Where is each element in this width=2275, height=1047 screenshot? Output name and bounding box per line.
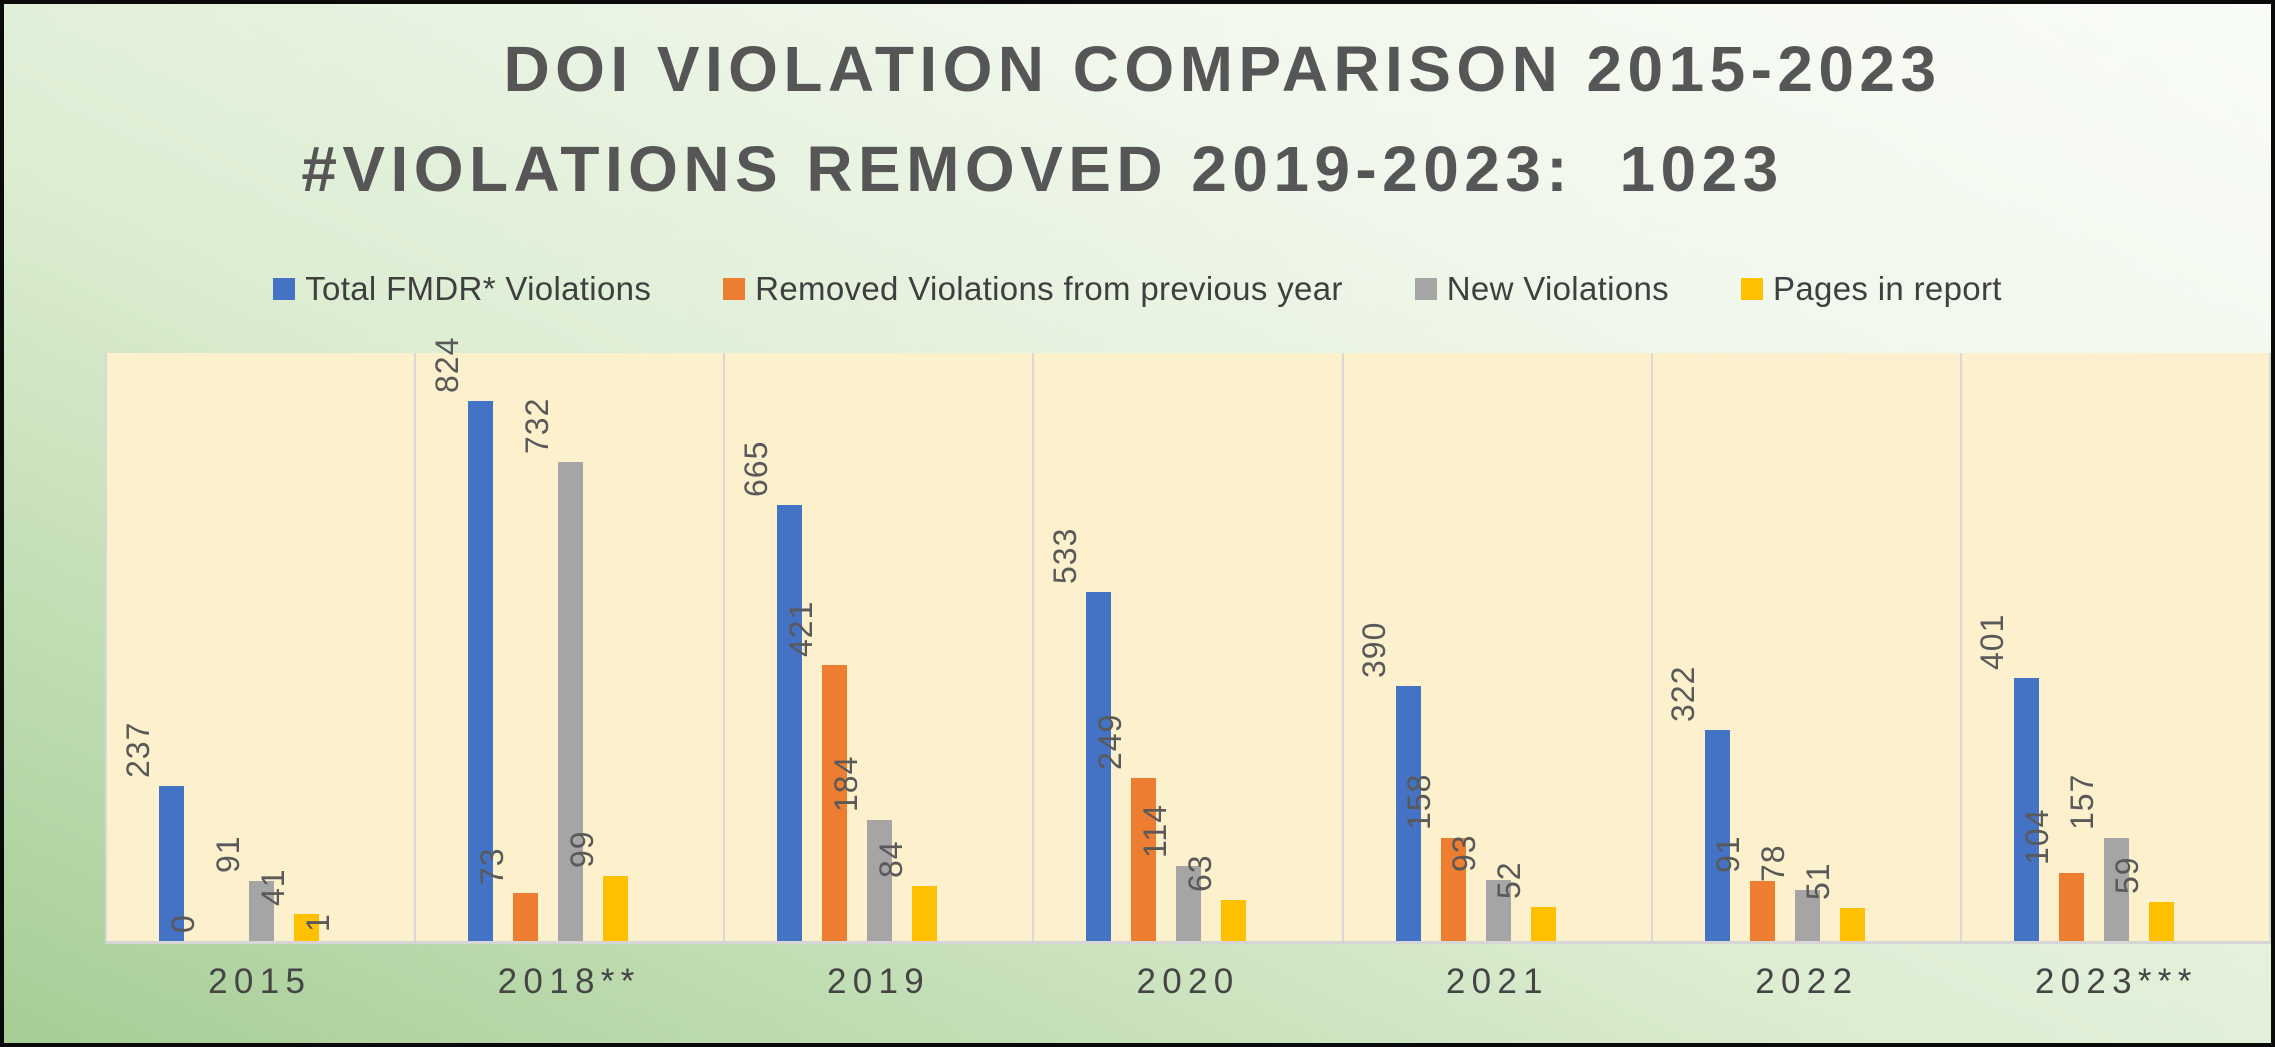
bar	[1485, 880, 1511, 941]
data-label: 249	[1091, 713, 1128, 770]
bar	[1794, 889, 1820, 941]
x-axis-cell: 2023***	[1962, 944, 2271, 1047]
data-label: 0	[164, 914, 201, 933]
x-axis-cell: 2022	[1652, 944, 1961, 1047]
category-group: 401 104 157 59	[1959, 353, 2269, 941]
bar	[159, 785, 184, 941]
x-axis: 2015 2018** 2019 2020 2021 2022 2023***	[105, 944, 2271, 1047]
bar	[777, 505, 803, 941]
legend-label: Total FMDR* Violations	[305, 270, 652, 307]
data-label: 732	[518, 397, 555, 454]
data-label: 322	[1665, 665, 1702, 723]
data-label: 41	[254, 868, 291, 907]
legend-item: Total FMDR* Violations	[273, 270, 651, 308]
x-axis-cell: 2018**	[414, 944, 723, 1047]
bar	[1749, 881, 1775, 941]
category-group: 665 421 184 84	[723, 353, 1032, 941]
data-label: 59	[2109, 856, 2146, 895]
legend-item: Pages in report	[1741, 270, 2002, 308]
data-label: 91	[209, 835, 246, 874]
legend-label: New Violations	[1446, 270, 1670, 307]
bar	[2103, 838, 2129, 941]
bar	[1839, 907, 1865, 941]
bar	[249, 881, 274, 941]
legend-swatch-icon	[723, 278, 746, 300]
bar	[822, 665, 848, 941]
data-label: 158	[1401, 773, 1438, 830]
data-label: 104	[2019, 808, 2056, 865]
x-axis-cell: 2021	[1343, 944, 1652, 1047]
bar	[2058, 872, 2084, 941]
data-label: 421	[782, 600, 819, 658]
data-label: 390	[1356, 621, 1393, 678]
category-group: 390 158 93 52	[1341, 353, 1651, 941]
x-axis-label: 2020	[1136, 962, 1240, 1001]
data-label: 99	[563, 830, 600, 869]
legend: Total FMDR* Violations Removed Violations…	[4, 270, 2271, 308]
chart-title-line1: DOI VIOLATION COMPARISON 2015-2023	[503, 33, 1942, 105]
legend-item: Removed Violations from previous year	[723, 270, 1343, 308]
bar	[1176, 866, 1202, 941]
legend-item: New Violations	[1414, 270, 1670, 308]
legend-swatch-icon	[1414, 278, 1437, 300]
x-axis-label: 2015	[208, 962, 312, 1001]
bar	[1221, 899, 1247, 941]
data-label: 78	[1755, 844, 1792, 882]
bar	[1530, 906, 1556, 941]
bar	[558, 461, 584, 941]
data-label: 73	[473, 847, 510, 886]
x-axis-label: 2018**	[497, 962, 641, 1001]
data-label: 824	[428, 336, 465, 394]
bar	[1704, 730, 1730, 941]
x-axis-label: 2022	[1755, 962, 1859, 1001]
data-label: 1	[299, 913, 336, 933]
data-label: 63	[1181, 854, 1218, 892]
x-axis-cell: 2020	[1033, 944, 1342, 1047]
bar	[1131, 777, 1157, 941]
x-axis-label: 2019	[827, 962, 931, 1001]
data-label: 157	[2064, 773, 2101, 831]
x-axis-label: 2023***	[2034, 962, 2198, 1001]
x-axis-label: 2021	[1445, 962, 1549, 1001]
data-label: 51	[1800, 862, 1837, 900]
data-label: 84	[872, 840, 909, 878]
chart-title-line2: #VIOLATIONS REMOVED 2019-2023: 1023	[301, 133, 1784, 205]
data-label: 184	[827, 756, 864, 813]
bar	[294, 914, 319, 941]
legend-swatch-icon	[1741, 278, 1764, 300]
data-label: 401	[1974, 613, 2011, 671]
bar	[1440, 837, 1466, 941]
legend-label: Removed Violations from previous year	[755, 270, 1343, 307]
data-label: 533	[1046, 527, 1083, 584]
legend-swatch-icon	[273, 278, 296, 300]
category-group: 824 73 732 99	[414, 337, 723, 941]
bar	[1395, 685, 1421, 941]
bar	[603, 876, 629, 941]
x-axis-cell: 2019	[724, 944, 1033, 1047]
plot-area: 237 0 91 41 1 824 73 732 99 665 421 184 84 533 249 114 6…	[105, 337, 2271, 944]
data-label: 114	[1136, 804, 1173, 859]
legend-label: Pages in report	[1773, 270, 2002, 307]
bar	[1086, 591, 1112, 941]
category-group: 533 249 114 63	[1032, 353, 1341, 941]
data-label: 665	[737, 441, 774, 498]
bar	[2148, 902, 2174, 941]
data-label: 93	[1446, 834, 1483, 873]
bar	[468, 401, 494, 941]
bar	[2013, 678, 2039, 941]
data-label: 52	[1491, 861, 1528, 899]
bar	[912, 885, 938, 941]
bar	[513, 893, 539, 941]
category-group: 237 0 91 41 1	[105, 353, 414, 941]
x-axis-cell: 2015	[105, 944, 414, 1047]
bar	[867, 820, 893, 941]
data-label: 91	[1710, 835, 1747, 874]
chart-title: DOI VIOLATION COMPARISON 2015-2023 #VIOL…	[4, 32, 2271, 206]
data-label: 237	[119, 721, 156, 778]
category-group: 322 91 78 51	[1650, 353, 1960, 941]
